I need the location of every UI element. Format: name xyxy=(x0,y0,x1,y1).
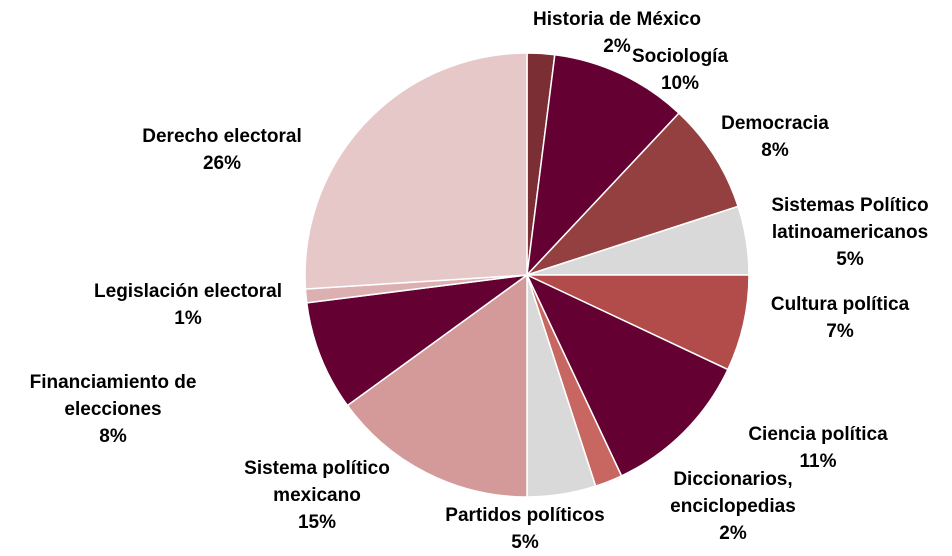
pie-slice xyxy=(346,273,528,498)
slice-value-label: 15% xyxy=(298,512,336,533)
slice-category-label: Ciencia política xyxy=(748,424,888,445)
slice-category-label: Historia de México xyxy=(533,9,701,30)
pie-labels: Historia de México 2% Sociología 10%Democra… xyxy=(30,9,929,553)
slice-category-label: elecciones xyxy=(64,399,161,420)
slice-value-label: 5% xyxy=(836,249,864,270)
slice-category-label: Sistema político xyxy=(244,458,390,479)
slice-value-label: 8% xyxy=(761,140,789,161)
slice-label: Financiamiento de elecciones 8% xyxy=(30,372,197,447)
pie-slice xyxy=(525,273,729,477)
pie-slice xyxy=(304,52,528,290)
slice-category-label: Sistemas Político xyxy=(771,195,928,216)
slice-value-label: 2% xyxy=(603,36,631,57)
slice-category-label: enciclopedias xyxy=(670,496,796,517)
slice-category-label: Democracia xyxy=(721,113,829,134)
slice-category-label: Legislación electoral xyxy=(94,281,282,302)
slice-value-label: 26% xyxy=(203,153,241,174)
slice-category-label: Sociología xyxy=(632,46,729,67)
slice-value-label: 8% xyxy=(99,426,127,447)
slice-label: Historia de México 2% xyxy=(533,9,701,57)
slice-label: Sistemas Político latinoamericanos 5% xyxy=(771,195,928,270)
slice-label: Derecho electoral 26% xyxy=(142,126,301,174)
pie-slice xyxy=(525,53,681,278)
pie-slice xyxy=(526,112,740,276)
slice-category-label: Financiamiento de xyxy=(30,372,197,393)
slice-label: Sociología 10% xyxy=(632,46,729,94)
pie-slices xyxy=(304,52,750,498)
slice-category-label: latinoamericanos xyxy=(772,222,928,243)
slice-value-label: 7% xyxy=(826,321,854,342)
pie-slice xyxy=(305,274,528,407)
slice-value-label: 5% xyxy=(511,532,539,553)
slice-label: Legislación electoral 1% xyxy=(94,281,282,329)
slice-label: Sistema político mexicano 15% xyxy=(244,458,390,533)
slice-category-label: mexicano xyxy=(273,485,361,506)
slice-category-label: Diccionarios, xyxy=(673,469,792,490)
slice-value-label: 10% xyxy=(661,73,699,94)
slice-value-label: 1% xyxy=(174,308,202,329)
slice-label: Diccionarios, enciclopedias 2% xyxy=(670,469,796,544)
slice-label: Partidos políticos 5% xyxy=(445,505,604,553)
slice-label: Cultura política 7% xyxy=(771,294,910,342)
slice-category-label: Derecho electoral xyxy=(142,126,301,147)
slice-category-label: Partidos políticos xyxy=(445,505,604,526)
slice-category-label: Cultura política xyxy=(771,294,910,315)
slice-value-label: 11% xyxy=(800,451,837,472)
slice-label: Democracia 8% xyxy=(721,113,829,161)
slice-value-label: 2% xyxy=(719,523,747,544)
slice-label: Ciencia política 11% xyxy=(748,424,888,472)
